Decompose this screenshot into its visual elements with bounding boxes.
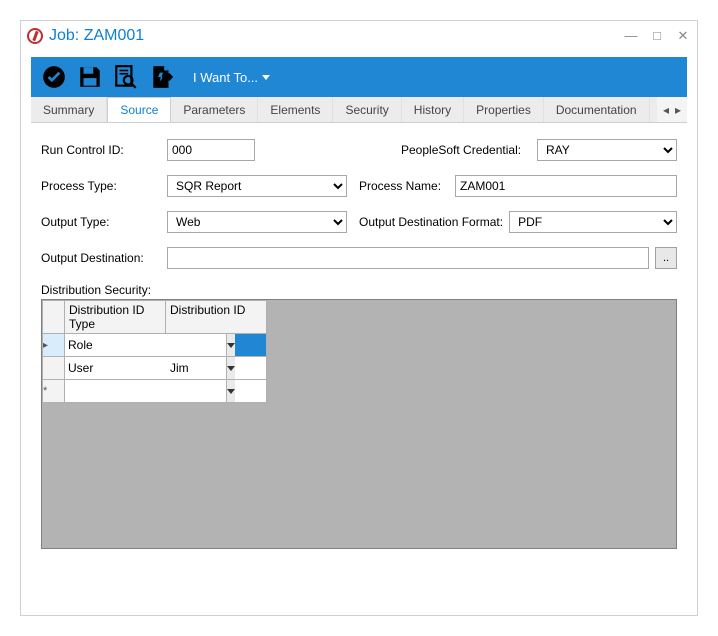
export-doc-icon[interactable]: [147, 62, 177, 92]
close-button[interactable]: ✕: [675, 28, 691, 44]
tab-scroll-left[interactable]: ◂: [663, 103, 669, 117]
tab-history[interactable]: History: [402, 97, 464, 122]
maximize-button[interactable]: □: [649, 28, 665, 44]
output-format-select[interactable]: PDF: [509, 211, 677, 233]
tab-summary[interactable]: Summary: [31, 97, 107, 122]
distribution-security-label: Distribution Security:: [41, 283, 677, 297]
dropdown-icon[interactable]: [226, 380, 235, 402]
dist-id-type-cell[interactable]: [65, 380, 166, 403]
distribution-grid: Distribution ID Type Distribution ID Man…: [41, 299, 677, 549]
table-row[interactable]: Manager: [43, 334, 267, 357]
dropdown-icon[interactable]: [226, 357, 235, 379]
run-control-id-label: Run Control ID:: [41, 143, 161, 157]
col-dist-id-type[interactable]: Distribution ID Type: [65, 301, 166, 334]
col-dist-id[interactable]: Distribution ID: [166, 301, 267, 334]
ps-credential-label: PeopleSoft Credential:: [401, 143, 531, 157]
window-title: Job: ZAM001: [49, 27, 144, 45]
tab-properties[interactable]: Properties: [464, 97, 544, 122]
browse-button[interactable]: ..: [655, 247, 677, 269]
process-type-label: Process Type:: [41, 179, 161, 193]
dist-id-type-cell[interactable]: [65, 334, 166, 357]
save-icon[interactable]: [75, 62, 105, 92]
dropdown-icon[interactable]: [226, 334, 235, 356]
caret-down-icon: [262, 75, 270, 80]
output-destination-label: Output Destination:: [41, 251, 161, 265]
tab-parameters[interactable]: Parameters: [171, 97, 258, 122]
process-name-label: Process Name:: [359, 179, 449, 193]
tab-strip: SummarySourceParametersElementsSecurityH…: [31, 97, 687, 123]
source-tab-content: Run Control ID: PeopleSoft Credential: R…: [21, 123, 697, 615]
search-doc-icon[interactable]: [111, 62, 141, 92]
distribution-table[interactable]: Distribution ID Type Distribution ID Man…: [42, 300, 267, 403]
row-indicator: [43, 334, 65, 357]
tab-documentation[interactable]: Documentation: [544, 97, 650, 122]
dist-id-type-input[interactable]: [65, 357, 226, 379]
row-indicator: [43, 357, 65, 380]
app-icon: [27, 28, 43, 44]
tab-elements[interactable]: Elements: [258, 97, 333, 122]
job-window: Job: ZAM001 — □ ✕ I Want To...: [20, 20, 698, 616]
table-row[interactable]: Jim: [43, 357, 267, 380]
row-indicator: [43, 380, 65, 403]
tab-refer[interactable]: Refer: [650, 97, 657, 122]
tab-source[interactable]: Source: [107, 97, 171, 122]
dist-id-type-cell[interactable]: [65, 357, 166, 380]
dist-id-type-input[interactable]: [65, 380, 226, 402]
output-format-label: Output Destination Format:: [359, 215, 503, 229]
row-header-blank: [43, 301, 65, 334]
table-row[interactable]: [43, 380, 267, 403]
output-type-label: Output Type:: [41, 215, 161, 229]
tab-security[interactable]: Security: [333, 97, 401, 122]
i-want-to-menu[interactable]: I Want To...: [193, 70, 270, 85]
check-icon[interactable]: [39, 62, 69, 92]
output-destination-input[interactable]: [167, 247, 649, 269]
i-want-to-label: I Want To...: [193, 70, 258, 85]
title-bar: Job: ZAM001 — □ ✕: [21, 21, 697, 51]
tab-scroll-right[interactable]: ▸: [675, 103, 681, 117]
minimize-button[interactable]: —: [623, 28, 639, 44]
run-control-id-input[interactable]: [167, 139, 255, 161]
toolbar: I Want To...: [31, 57, 687, 97]
process-name-input[interactable]: [455, 175, 677, 197]
process-type-select[interactable]: SQR Report: [167, 175, 347, 197]
output-type-select[interactable]: Web: [167, 211, 347, 233]
ps-credential-select[interactable]: RAY: [537, 139, 677, 161]
